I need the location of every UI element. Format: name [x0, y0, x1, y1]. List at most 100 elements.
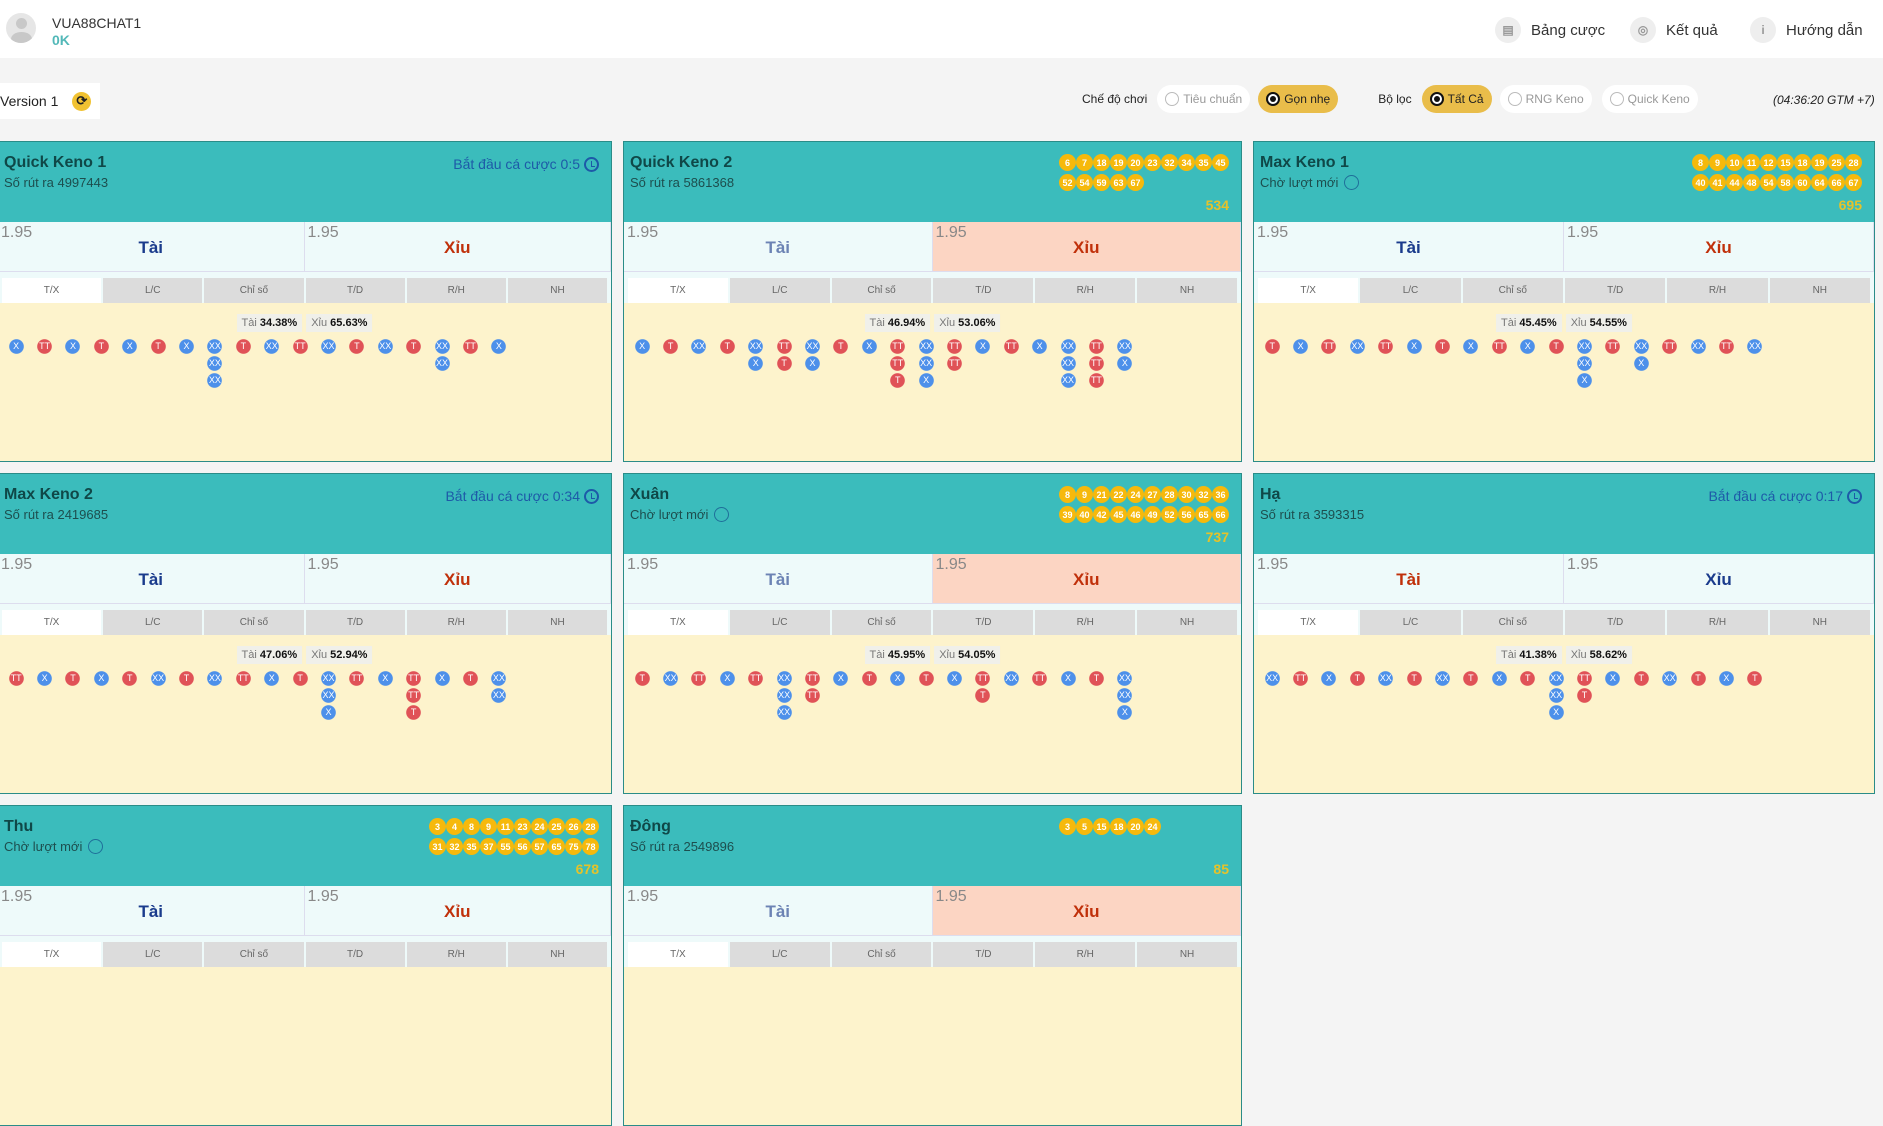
refresh-icon[interactable]: ⟳: [72, 91, 92, 111]
tab-td[interactable]: T/D: [933, 610, 1034, 635]
tab-nh[interactable]: NH: [1137, 942, 1237, 967]
tab-lc[interactable]: L/C: [1360, 610, 1461, 635]
tai-ratio-value: 45.45%: [1519, 317, 1557, 329]
filter-all-radio[interactable]: Tất Cả: [1421, 85, 1492, 113]
tab-lc[interactable]: L/C: [103, 278, 203, 303]
tab-rh[interactable]: R/H: [1667, 278, 1768, 303]
tab-chs[interactable]: Chỉ số: [831, 610, 932, 635]
drawn-ball: 56: [514, 838, 531, 855]
nav-guide[interactable]: i Hướng dẫn: [1750, 17, 1863, 43]
nav-bet-table[interactable]: ▤ Bảng cược: [1495, 17, 1605, 43]
xiu-ratio-value: 53.06%: [958, 317, 996, 329]
bet-tai-button[interactable]: 1.95 Tài: [1254, 554, 1564, 603]
bet-xiu-button[interactable]: 1.95 Xỉu: [932, 222, 1241, 271]
tab-nh[interactable]: NH: [1137, 610, 1237, 635]
tab-nh[interactable]: NH: [1769, 278, 1870, 303]
tab-rh[interactable]: R/H: [406, 942, 506, 967]
tab-chs[interactable]: Chỉ số: [204, 610, 304, 635]
odds-row: 1.95 Tài 1.95 Xỉu: [624, 222, 1241, 272]
tab-tx[interactable]: T/X: [1258, 610, 1359, 635]
tab-nh[interactable]: NH: [507, 278, 608, 303]
tab-td[interactable]: T/D: [305, 278, 405, 303]
tab-lc[interactable]: L/C: [729, 610, 830, 635]
tab-nh[interactable]: NH: [507, 942, 608, 967]
avatar[interactable]: [6, 13, 36, 43]
game-card[interactable]: Quick Keno 1 Số rút ra 4997443 Bắt đầu cá …: [0, 141, 612, 462]
tab-td[interactable]: T/D: [933, 278, 1034, 303]
tab-rh[interactable]: R/H: [1035, 942, 1136, 967]
mode-standard-radio[interactable]: Tiêu chuẩn: [1157, 85, 1251, 113]
filter-rng-radio[interactable]: RNG Keno: [1499, 85, 1592, 113]
bet-tai-button[interactable]: 1.95 Tài: [0, 554, 305, 603]
tab-nh[interactable]: NH: [1137, 278, 1237, 303]
tab-tx[interactable]: T/X: [2, 610, 102, 635]
drawn-ball: 22: [1110, 486, 1127, 503]
bet-xiu-button[interactable]: 1.95 Xỉu: [1564, 222, 1874, 271]
tab-tx[interactable]: T/X: [628, 610, 728, 635]
game-card[interactable]: Thu Chờ lượt mới 3 4 8 9 11 23 24 25 26 28 31 32 35 37 5…: [0, 805, 612, 1126]
game-card[interactable]: Hạ Số rút ra 3593315 Bắt đầu cá cược 0:17 1…: [1253, 473, 1875, 794]
bet-tai-button[interactable]: 1.95 Tài: [0, 886, 305, 935]
game-card[interactable]: Max Keno 2 Số rút ra 2419685 Bắt đầu cá cư…: [0, 473, 612, 794]
tab-nh[interactable]: NH: [507, 610, 608, 635]
bet-tai-button[interactable]: 1.95 Tài: [624, 886, 933, 935]
tab-chs[interactable]: Chỉ số: [831, 278, 932, 303]
tab-rh[interactable]: R/H: [406, 610, 506, 635]
bet-xiu-button[interactable]: 1.95 Xỉu: [305, 886, 611, 935]
tab-chs[interactable]: Chỉ số: [1462, 610, 1563, 635]
tab-tx[interactable]: T/X: [628, 278, 728, 303]
tab-tx[interactable]: T/X: [628, 942, 728, 967]
tab-lc[interactable]: L/C: [1360, 278, 1461, 303]
bet-label: Xỉu: [1705, 238, 1732, 257]
tai-bead-column: TT: [1032, 670, 1048, 687]
bet-tai-button[interactable]: 1.95 Tài: [1254, 222, 1564, 271]
tab-chs[interactable]: Chỉ số: [204, 942, 304, 967]
tai-ratio-label: Tài: [869, 649, 885, 661]
tab-rh[interactable]: R/H: [406, 278, 506, 303]
drawn-ball: 23: [514, 818, 531, 835]
road-column: T: [1082, 670, 1110, 687]
tab-lc[interactable]: L/C: [729, 942, 830, 967]
tai-bead-column: TT: [349, 670, 365, 687]
tab-chs[interactable]: Chỉ số: [204, 278, 304, 303]
tab-chs[interactable]: Chỉ số: [831, 942, 932, 967]
tab-lc[interactable]: L/C: [103, 942, 203, 967]
tab-tx[interactable]: T/X: [2, 278, 102, 303]
bet-xiu-button[interactable]: 1.95 Xỉu: [1564, 554, 1874, 603]
xiu-bead-column: X: [1032, 338, 1048, 355]
bet-xiu-button[interactable]: 1.95 Xỉu: [932, 554, 1241, 603]
game-card[interactable]: Đông Số rút ra 2549896 3 5 15 18 20 24 85 1.95 Tài…: [623, 805, 1242, 1126]
tab-td[interactable]: T/D: [1564, 610, 1666, 635]
game-card[interactable]: Quick Keno 2 Số rút ra 5861368 6 7 18 19 20 23 3…: [623, 141, 1242, 462]
bet-xiu-button[interactable]: 1.95 Xỉu: [305, 554, 611, 603]
bet-xiu-button[interactable]: 1.95 Xỉu: [305, 222, 611, 271]
bet-xiu-button[interactable]: 1.95 Xỉu: [932, 886, 1241, 935]
tab-td[interactable]: T/D: [933, 942, 1034, 967]
tab-td[interactable]: T/D: [305, 942, 405, 967]
xiu-bead-column: XXXXX: [320, 670, 336, 721]
tab-td[interactable]: T/D: [1564, 278, 1666, 303]
tab-chs[interactable]: Chỉ số: [1462, 278, 1563, 303]
tab-rh[interactable]: R/H: [1035, 278, 1136, 303]
tab-rh[interactable]: R/H: [1035, 610, 1136, 635]
game-card[interactable]: Xuân Chờ lượt mới 8 9 21 22 24 27 28 30 32 36 39 40 42…: [623, 473, 1242, 794]
game-card[interactable]: Max Keno 1 Chờ lượt mới 8 9 10 11 12 15 18 19 25 28…: [1253, 141, 1875, 462]
tab-tx[interactable]: T/X: [2, 942, 102, 967]
tab-lc[interactable]: L/C: [729, 278, 830, 303]
road-column: XXX: [742, 338, 770, 372]
bet-tai-button[interactable]: 1.95 Tài: [0, 222, 305, 271]
filter-label: Bộ lọc: [1378, 92, 1412, 106]
version-selector[interactable]: Version 1 ⟳: [0, 83, 100, 119]
drawn-ball: 44: [1726, 174, 1743, 191]
road-column: X: [1400, 338, 1428, 355]
tab-nh[interactable]: NH: [1769, 610, 1870, 635]
nav-results[interactable]: ◎ Kết quả: [1630, 17, 1718, 43]
tab-lc[interactable]: L/C: [103, 610, 203, 635]
filter-quick-radio[interactable]: Quick Keno: [1601, 85, 1698, 113]
bet-tai-button[interactable]: 1.95 Tài: [624, 554, 933, 603]
tab-tx[interactable]: T/X: [1258, 278, 1359, 303]
mode-compact-radio[interactable]: Gọn nhẹ: [1258, 85, 1339, 113]
tab-rh[interactable]: R/H: [1667, 610, 1768, 635]
tab-td[interactable]: T/D: [305, 610, 405, 635]
bet-tai-button[interactable]: 1.95 Tài: [624, 222, 933, 271]
